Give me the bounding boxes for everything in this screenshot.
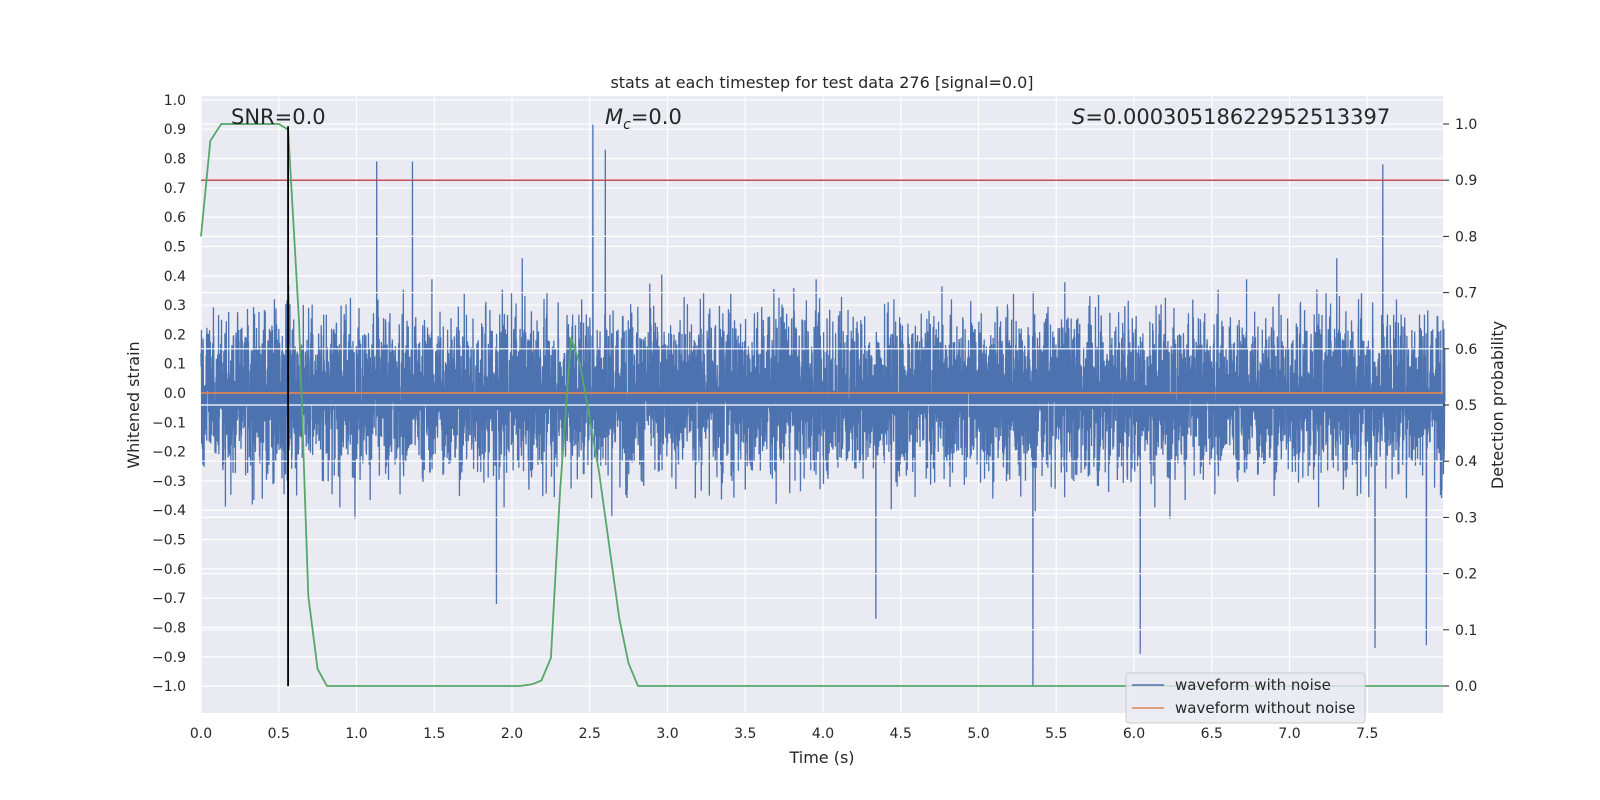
legend-box	[1125, 672, 1366, 724]
right-axis-grid	[201, 123, 1443, 687]
x-tick-label: 2.5	[579, 726, 601, 742]
y-tick-label: 0.0	[164, 386, 186, 402]
y-tick-label: −0.5	[152, 533, 186, 549]
y-tick-label: 0.5	[164, 239, 186, 255]
x-tick-label: 4.0	[812, 726, 834, 742]
y-tick-label: 0.8	[164, 152, 186, 168]
y-tick-label: −0.9	[152, 650, 186, 666]
right-y-tick-label: 0.9	[1455, 173, 1477, 189]
y-tick-label: 0.9	[164, 122, 186, 138]
y-tick-label: −0.2	[152, 445, 186, 461]
right-y-tick-label: 0.5	[1455, 398, 1477, 414]
right-y-tick-label: 0.2	[1455, 567, 1477, 583]
s-value: =0.00030518622952513397	[1085, 105, 1390, 129]
y-tick-label: −0.8	[152, 620, 186, 636]
right-y-tick-label: 0.0	[1455, 679, 1477, 695]
x-tick-label: 0.5	[268, 726, 290, 742]
y-axis-label: Whitened strain	[124, 341, 143, 468]
chirp-mass-subscript: c	[623, 117, 631, 133]
y-tick-label: 0.7	[164, 181, 186, 197]
x-tick-label: 7.5	[1356, 726, 1378, 742]
x-tick-labels: 0.0 0.5 1.0 1.5 2.0 2.5 3.0 3.5 4.0 4.5 5.0 5.5 6.0 6…	[190, 726, 1379, 742]
x-tick-label: 0.0	[190, 726, 212, 742]
chirp-mass-symbol: M	[605, 105, 623, 129]
right-y-tick-label: 0.8	[1455, 229, 1477, 245]
x-tick-label: 2.0	[501, 726, 523, 742]
right-y-tick-label: 0.6	[1455, 342, 1477, 358]
chirp-mass-value: =0.0	[631, 105, 682, 129]
y-tick-label: −0.7	[152, 591, 186, 607]
x-tick-label: 3.5	[734, 726, 756, 742]
right-y-tick-labels: 1.0 0.9 0.8 0.7 0.6 0.5 0.4 0.3 0.2 0.1 0.0	[1443, 117, 1477, 695]
legend: waveform with noise waveform without noi…	[1125, 672, 1366, 724]
s-symbol: S	[1072, 105, 1085, 129]
x-tick-label: 6.5	[1201, 726, 1223, 742]
chirp-mass-annotation: Mc=0.0	[605, 105, 682, 133]
x-tick-label: 5.0	[967, 726, 989, 742]
y-tick-label: 0.3	[164, 298, 186, 314]
x-tick-label: 1.0	[345, 726, 367, 742]
y-tick-label: −1.0	[152, 679, 186, 695]
right-y-tick-label: 1.0	[1455, 117, 1477, 133]
right-y-tick-label: 0.7	[1455, 286, 1477, 302]
right-y-axis-label: Detection probability	[1488, 321, 1507, 489]
y-tick-label: −0.4	[152, 503, 186, 519]
chart-title: stats at each timestep for test data 276…	[610, 73, 1033, 92]
x-tick-label: 1.5	[423, 726, 445, 742]
x-tick-label: 7.0	[1278, 726, 1300, 742]
x-tick-label: 5.5	[1045, 726, 1067, 742]
y-tick-label: −0.3	[152, 474, 186, 490]
y-tick-label: 0.1	[164, 357, 186, 373]
right-y-tick-label: 0.3	[1455, 510, 1477, 526]
detection-probability-line	[200, 123, 1443, 687]
right-y-tick-label: 0.4	[1455, 454, 1477, 470]
y-tick-label: 0.4	[164, 269, 186, 285]
y-tick-label: −0.6	[152, 562, 186, 578]
s-annotation: S=0.00030518622952513397	[1072, 105, 1390, 129]
x-axis-label: Time (s)	[788, 748, 854, 767]
legend-label-noisy: waveform with noise	[1175, 676, 1331, 694]
y-tick-label: 1.0	[164, 93, 186, 109]
overlays	[200, 123, 1443, 687]
legend-label-clean: waveform without noise	[1175, 699, 1355, 717]
x-tick-label: 3.0	[656, 726, 678, 742]
y-tick-labels: 1.0 0.9 0.8 0.7 0.6 0.5 0.4 0.3 0.2 0.1 0.0 −0.1 −0.…	[152, 93, 186, 695]
right-y-tick-label: 0.1	[1455, 623, 1477, 639]
y-tick-label: −0.1	[152, 415, 186, 431]
y-tick-label: 0.6	[164, 210, 186, 226]
y-tick-label: 0.2	[164, 327, 186, 343]
x-tick-label: 6.0	[1123, 726, 1145, 742]
x-tick-label: 4.5	[890, 726, 912, 742]
snr-annotation: SNR=0.0	[231, 105, 326, 129]
